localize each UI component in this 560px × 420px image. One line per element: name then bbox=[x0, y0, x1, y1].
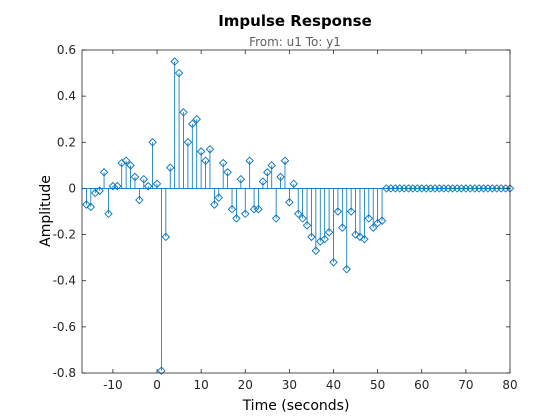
x-axis-label: Time (seconds) bbox=[242, 398, 350, 414]
stem-marker bbox=[364, 214, 374, 223]
y-tick-label: -0.4 bbox=[53, 274, 76, 288]
stem-marker bbox=[267, 161, 276, 170]
y-tick-label: -0.6 bbox=[53, 320, 76, 334]
plot-frame bbox=[81, 49, 511, 374]
stem-marker bbox=[126, 161, 135, 170]
stem-marker bbox=[227, 204, 237, 214]
axis-ticks: -10 0 10 20 30 40 50 60 70 80 -0.8 -0.6 -0.4 -0.2 0 0.2… bbox=[53, 43, 518, 392]
stem-marker bbox=[214, 193, 224, 202]
stem-marker bbox=[196, 147, 206, 156]
stem-marker bbox=[148, 138, 157, 147]
stem-marker bbox=[280, 156, 290, 165]
stem-marker bbox=[188, 119, 197, 129]
stem-marker bbox=[311, 246, 321, 255]
x-tick-label: 70 bbox=[458, 378, 473, 392]
stem-marker bbox=[338, 223, 347, 232]
y-tick-label: -0.8 bbox=[53, 366, 76, 380]
stem-marker bbox=[223, 168, 232, 177]
stem-marker bbox=[302, 221, 312, 230]
stem-series bbox=[82, 57, 515, 375]
stem-marker bbox=[161, 232, 171, 242]
plot-area bbox=[82, 50, 510, 373]
stem-marker bbox=[289, 179, 299, 189]
stem-marker bbox=[139, 174, 149, 184]
stem-marker bbox=[263, 168, 272, 177]
y-tick-label: 0.6 bbox=[57, 43, 76, 57]
stem-marker bbox=[205, 144, 215, 154]
stem-marker bbox=[320, 234, 329, 244]
stem-marker bbox=[121, 156, 131, 165]
stem-marker bbox=[86, 202, 96, 212]
stem-marker bbox=[285, 198, 294, 207]
stem-marker bbox=[130, 172, 140, 182]
stem-marker bbox=[324, 228, 334, 237]
stem-marker bbox=[241, 209, 250, 219]
stem-marker bbox=[245, 156, 254, 165]
y-tick-label: -0.2 bbox=[53, 228, 76, 242]
stem-marker bbox=[258, 177, 268, 186]
stem-marker bbox=[170, 57, 179, 66]
stem-marker bbox=[82, 200, 91, 209]
stem-marker bbox=[135, 195, 144, 205]
stem-marker bbox=[254, 204, 263, 214]
stem-marker bbox=[298, 214, 307, 223]
x-tick-label: 20 bbox=[238, 378, 253, 392]
x-tick-label: 0 bbox=[153, 378, 161, 392]
stem-marker bbox=[99, 168, 109, 177]
stem-marker bbox=[218, 158, 228, 168]
y-axis-label: Amplitude bbox=[38, 175, 54, 247]
stem-marker bbox=[210, 200, 219, 209]
stem-marker bbox=[183, 138, 193, 147]
x-tick-label: -10 bbox=[103, 378, 123, 392]
stem-marker bbox=[179, 108, 188, 117]
stem-marker bbox=[346, 207, 356, 216]
x-tick-label: 30 bbox=[282, 378, 297, 392]
stem-marker bbox=[192, 114, 201, 124]
stem-marker bbox=[360, 234, 369, 244]
stem-marker bbox=[271, 214, 281, 223]
stem-marker bbox=[236, 174, 246, 184]
stem-marker bbox=[351, 230, 360, 239]
stem-marker bbox=[293, 209, 303, 219]
stem-marker bbox=[157, 366, 166, 375]
x-tick-label: 50 bbox=[370, 378, 385, 392]
stem-marker bbox=[174, 68, 184, 78]
stem-marker bbox=[368, 223, 378, 232]
stem-marker bbox=[355, 232, 365, 242]
stem-marker bbox=[104, 209, 113, 219]
stem-marker bbox=[232, 214, 241, 223]
x-tick-label: 80 bbox=[502, 378, 517, 392]
x-tick-label: 40 bbox=[326, 378, 341, 392]
stem-marker bbox=[95, 186, 104, 195]
y-tick-label: 0.2 bbox=[57, 135, 76, 149]
stem-marker bbox=[329, 258, 338, 267]
stem-marker bbox=[377, 216, 387, 225]
x-tick-label: 10 bbox=[193, 378, 208, 392]
stem-marker bbox=[166, 163, 175, 172]
stem-marker bbox=[152, 179, 162, 189]
x-tick-label: 60 bbox=[414, 378, 429, 392]
stem-marker bbox=[201, 156, 210, 165]
stem-marker bbox=[143, 181, 153, 191]
chart-title: Impulse Response bbox=[218, 12, 372, 30]
stem-marker bbox=[307, 232, 316, 242]
y-tick-label: 0 bbox=[68, 181, 76, 195]
stem-marker bbox=[333, 207, 343, 216]
stem-marker bbox=[113, 181, 122, 191]
chart-subtitle: From: u1 To: y1 bbox=[249, 35, 341, 49]
stem-marker bbox=[342, 264, 351, 274]
y-tick-label: 0.4 bbox=[57, 89, 76, 103]
stem-marker bbox=[276, 172, 285, 182]
